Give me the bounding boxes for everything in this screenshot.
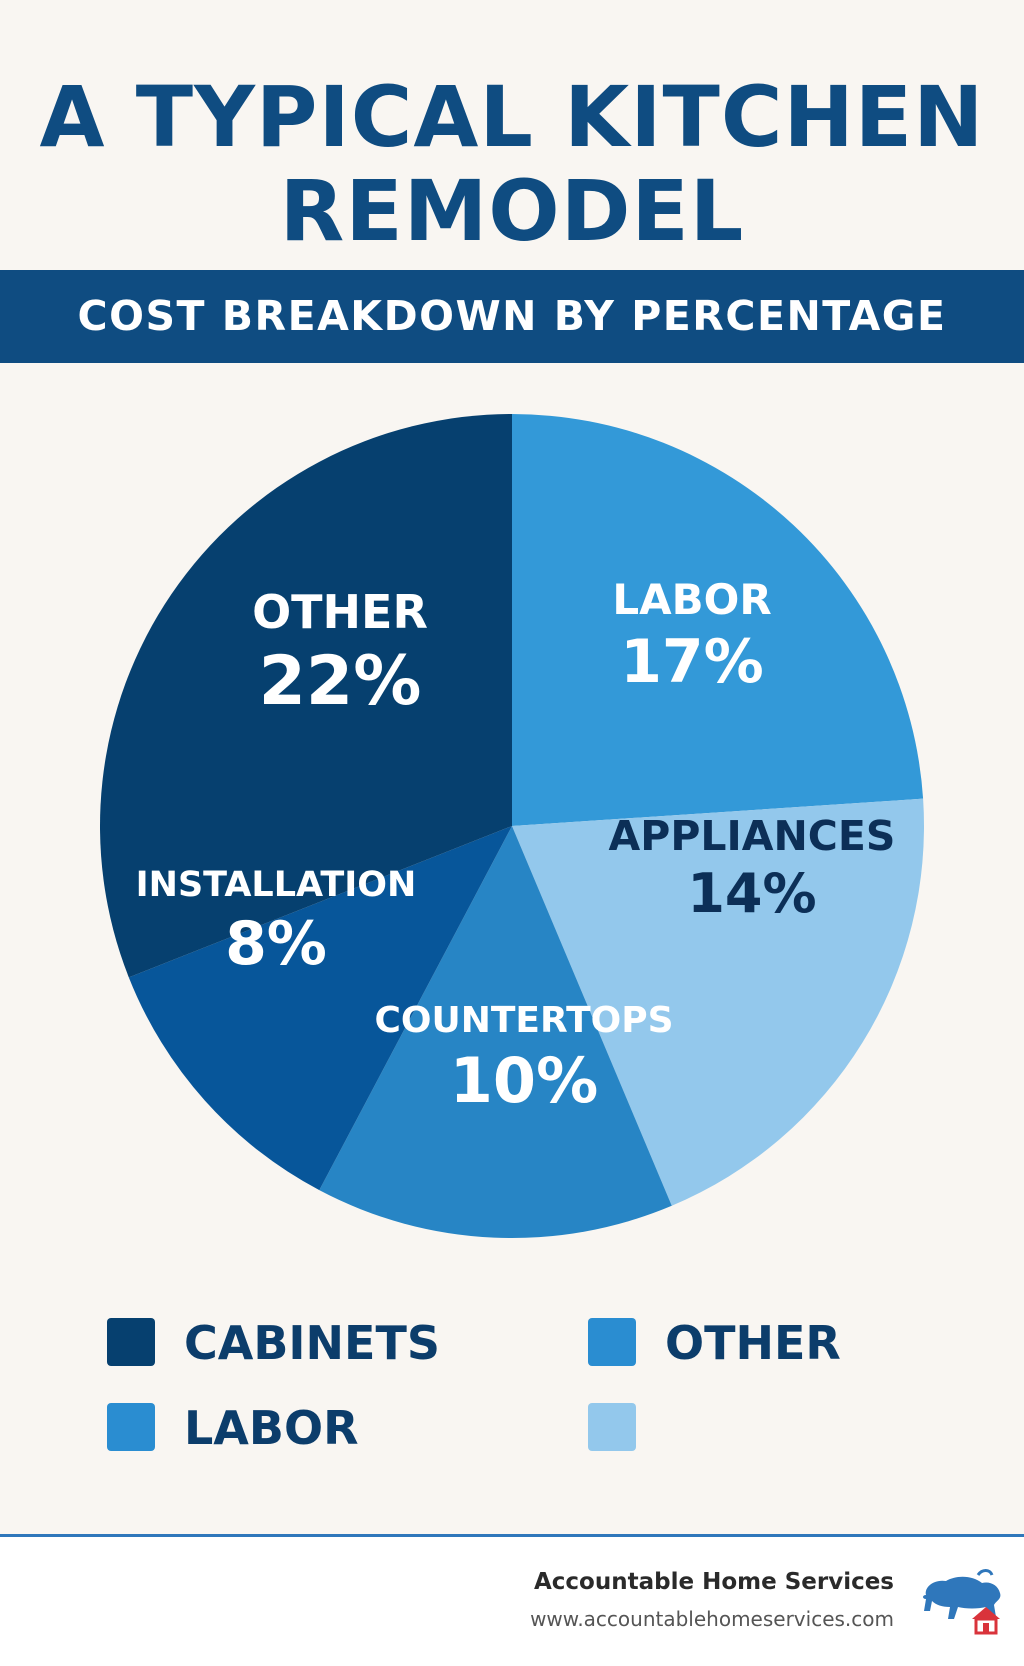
pie-slice-installation [128,826,512,1191]
title-line-1: A TYPICAL KITCHEN [39,68,985,166]
subtitle-banner: COST BREAKDOWN BY PERCENTAGE [0,270,1024,363]
pie-value-labor: 17% [620,627,764,697]
legend-swatch-labor [107,1403,155,1451]
pie-label-appliances: APPLIANCES [609,812,896,860]
pie-label-installation: INSTALLATION [136,865,417,905]
pie-label-labor: LABOR [612,575,771,624]
pie-slice-other [99,414,512,978]
legend-label-labor: LABOR [184,1401,359,1455]
legend-label-other: OTHER [665,1316,841,1370]
pie-slices [99,414,924,1238]
title-line-2: REMODEL [279,162,745,260]
company-name: Accountable Home Services [533,1569,894,1595]
company-url: www.accountablehomeservices.com [530,1607,894,1631]
pie-slice-appliances [512,798,924,1206]
pie-value-countertops: 10% [450,1044,598,1117]
pie-value-appliances: 14% [687,862,816,925]
pie-label-other: OTHER [252,585,428,639]
pie-slice-labor [512,414,924,826]
legend-swatch-cabinets [107,1318,155,1366]
subtitle-text: COST BREAKDOWN BY PERCENTAGE [77,292,947,340]
pie-slice-countertops [319,826,672,1238]
legend-swatch-other [588,1318,636,1366]
bison-house-logo-icon [923,1569,1001,1635]
pie-value-installation: 8% [225,909,327,979]
footer: Accountable Home Services www.accountabl… [0,1537,1024,1666]
footer-divider [0,1534,1024,1537]
page-title: A TYPICAL KITCHEN REMODEL [0,70,1024,258]
pie-value-other: 22% [259,642,422,721]
legend-swatch-unlabeled [588,1403,636,1451]
legend-label-cabinets: CABINETS [184,1316,440,1370]
pie-label-countertops: COUNTERTOPS [374,1000,673,1041]
